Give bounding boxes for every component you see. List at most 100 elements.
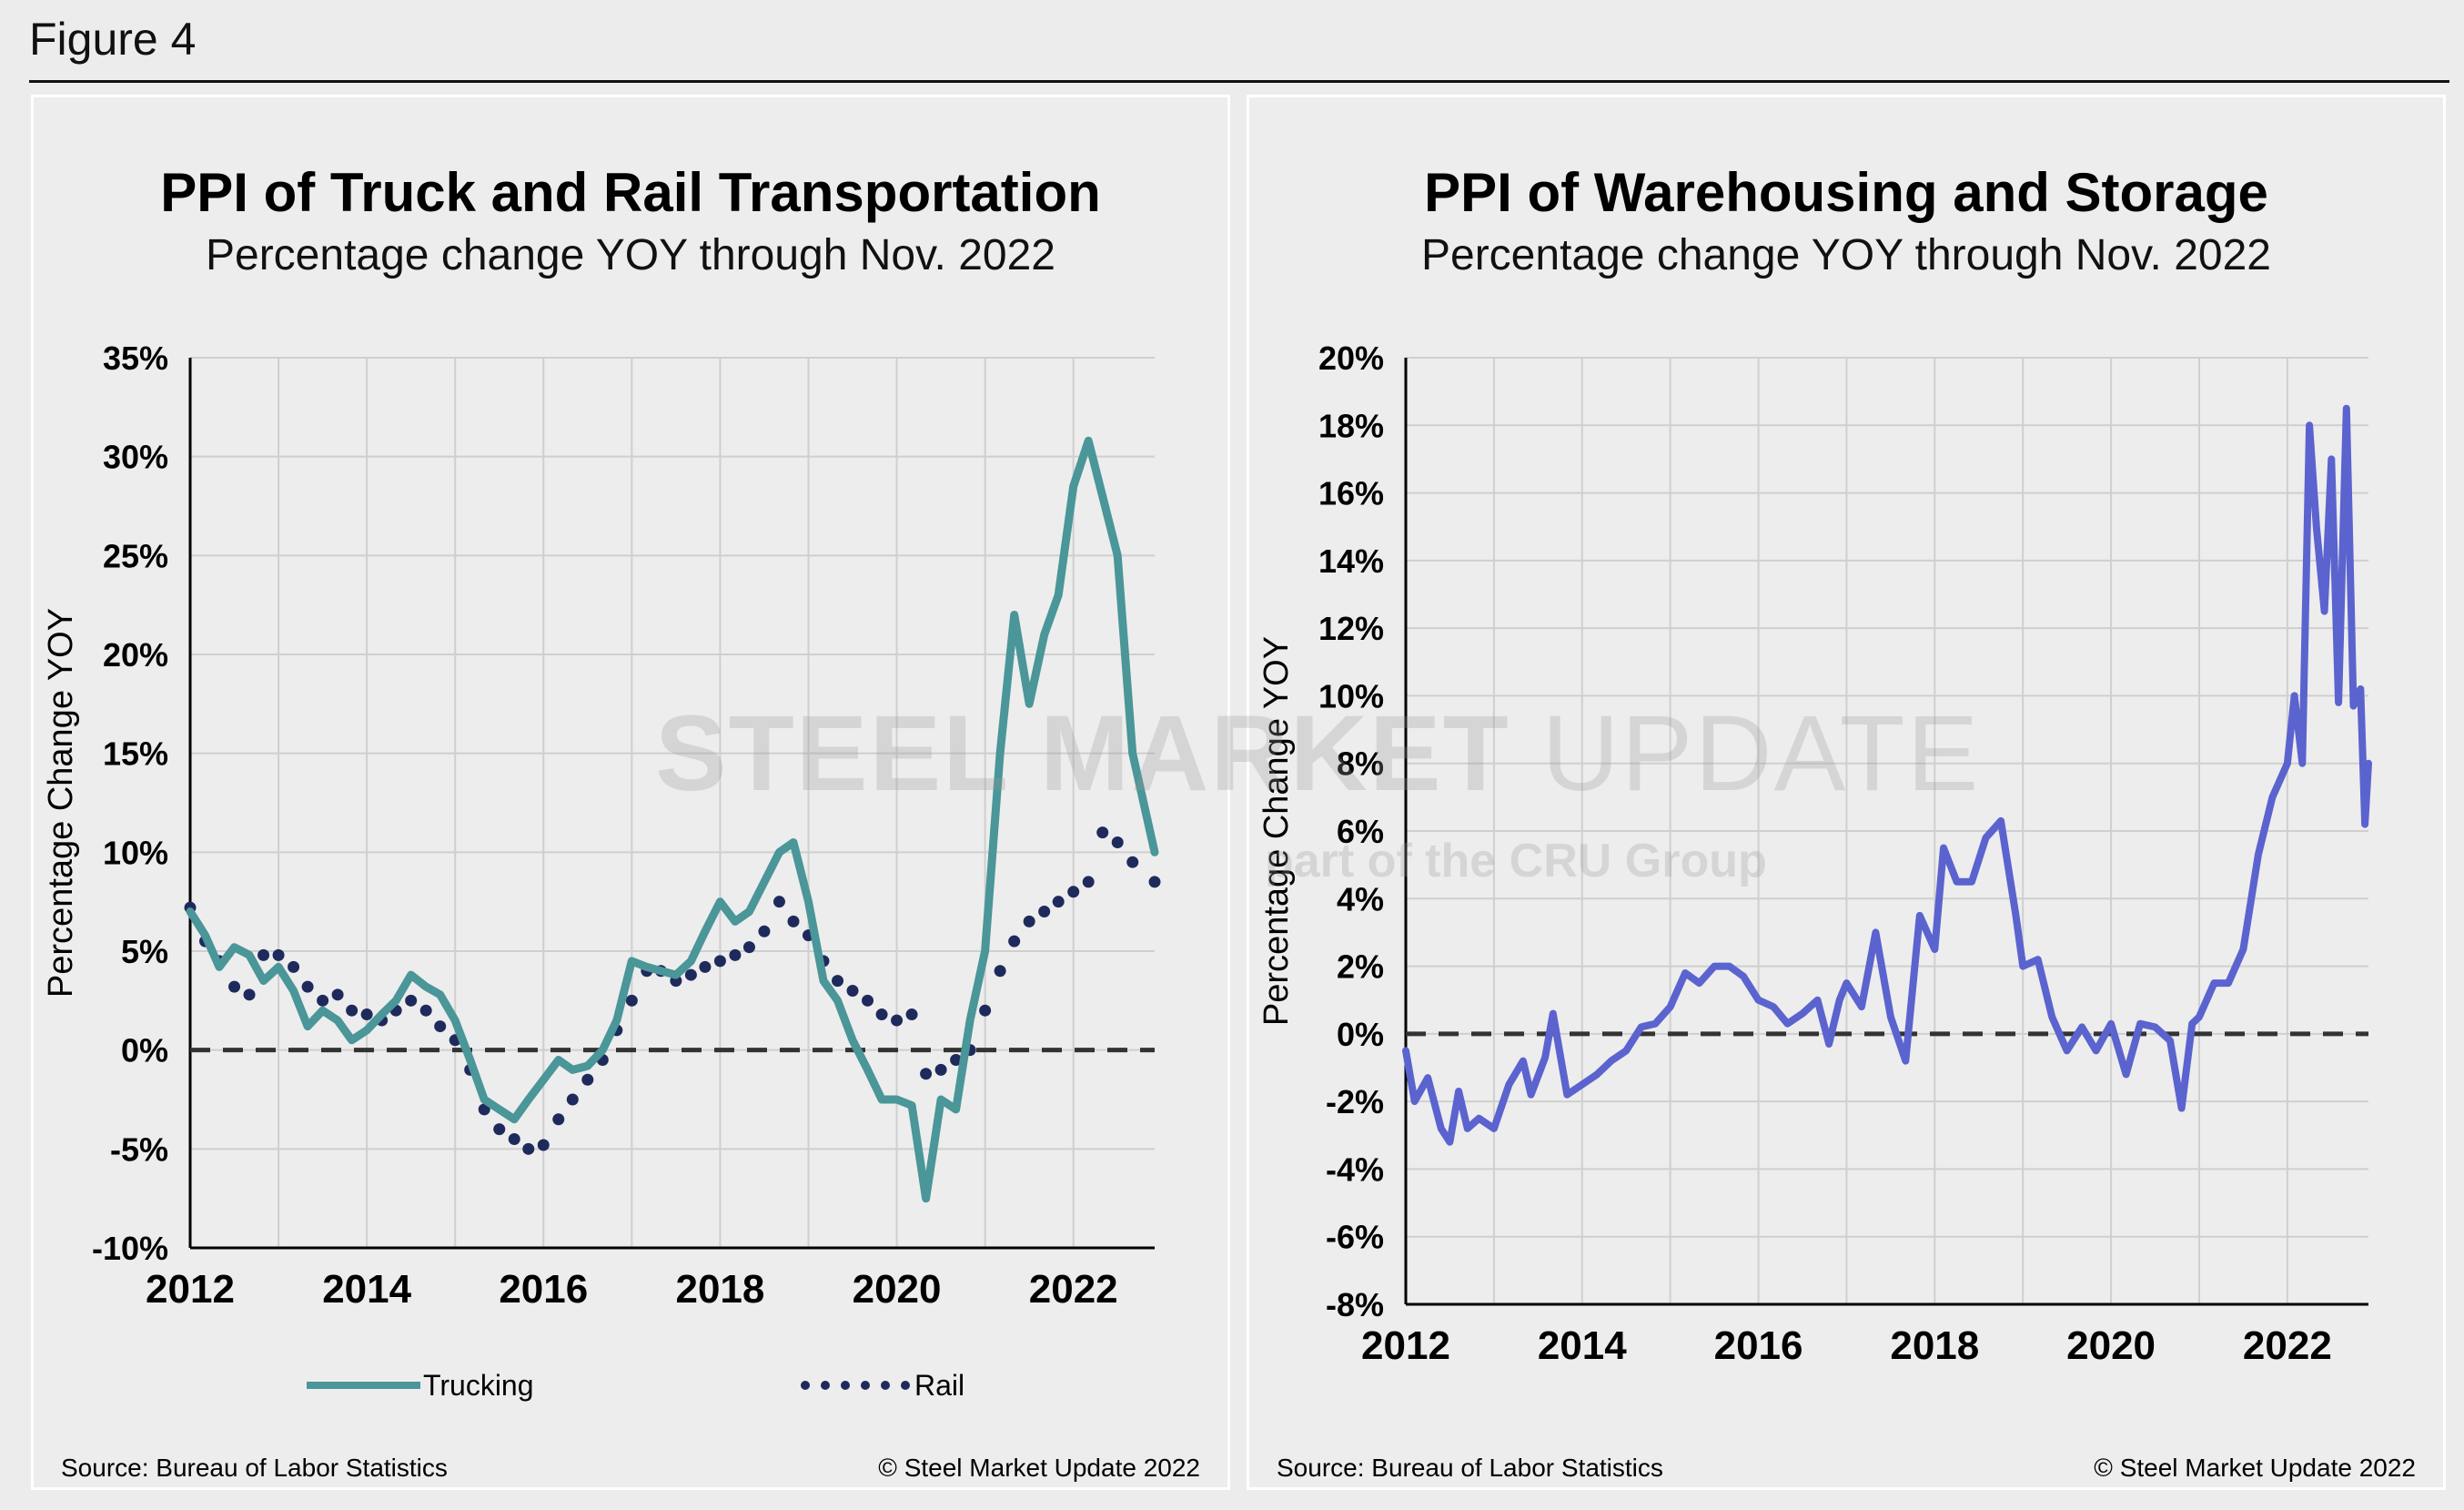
rail-point [832,975,844,988]
rail-point [272,948,285,961]
y-tick-label: -2% [1326,1083,1384,1120]
y-tick-label: -8% [1326,1286,1384,1323]
rail-point [346,1004,358,1017]
legend-label-rail: Rail [914,1369,965,1402]
rail-point [493,1123,506,1136]
rail-point [1111,836,1124,848]
source-note: Source: Bureau of Labor Statistics [1277,1454,1663,1482]
x-tick-label: 2012 [146,1267,235,1312]
rail-point [419,1004,432,1017]
rail-point [699,960,712,973]
rail-point [846,984,859,997]
rail-point [1082,876,1095,888]
rail-point [862,994,874,1007]
chart-title: PPI of Truck and Rail Transportation [160,162,1101,223]
y-tick-label: 30% [103,439,168,476]
y-tick-label: 18% [1318,407,1384,444]
x-tick-label: 2016 [1714,1323,1803,1368]
chart-panel-truck-rail: PPI of Truck and Rail Transportation Per… [31,95,1230,1490]
y-tick-label: 0% [1337,1016,1384,1053]
rail-point [478,1103,490,1116]
rail-point [625,994,638,1007]
rail-point [331,988,344,1001]
x-tick-label: 2014 [1538,1323,1627,1368]
truck-rail-chart-svg: 35% 30% 25% 20% 15% 10% 5% 0% -5% -10%2012 2014 201… [42,339,1161,1312]
rail-point [434,1020,447,1033]
rail-point [317,994,329,1007]
chart-title: PPI of Warehousing and Storage [1424,162,2268,223]
rail-point [1096,826,1109,839]
rail-point [1067,886,1080,898]
y-tick-label: 12% [1318,610,1384,647]
figure-label: Figure 4 [29,14,197,65]
x-tick-label: 2018 [1890,1323,1979,1368]
y-tick-label: 6% [1337,813,1384,850]
rail-point [1023,915,1035,927]
rail-point [1038,906,1051,918]
rail-point [758,925,771,937]
rail-point [950,1054,963,1067]
x-tick-label: 2018 [675,1267,764,1312]
title-rule [29,80,2449,83]
rail-point [787,915,800,927]
y-tick-label: 4% [1337,880,1384,917]
rail-point [684,968,697,981]
rail-point [920,1068,933,1080]
y-tick-label: -10% [92,1230,168,1267]
rail-point [243,988,256,1001]
x-tick-label: 2012 [1361,1323,1450,1368]
rail-point [1126,856,1139,868]
rail-point [508,1132,520,1145]
x-tick-label: 2022 [2243,1323,2332,1368]
rail-point [566,1093,579,1106]
y-tick-label: -6% [1326,1219,1384,1256]
rail-point [994,965,1006,978]
rail-point [522,1142,535,1155]
legend-label-trucking: Trucking [423,1369,534,1402]
copyright-note: © Steel Market Update 2022 [2094,1454,2416,1482]
chart-subtitle: Percentage change YOY through Nov. 2022 [1420,231,2271,279]
y-tick-label: 25% [103,537,168,574]
rail-point [552,1113,565,1126]
rail-point [891,1014,904,1027]
y-tick-label: 14% [1318,542,1384,580]
y-tick-label: 10% [103,834,168,871]
y-tick-label: 5% [121,933,168,970]
rail-point [1148,876,1161,888]
x-tick-label: 2020 [853,1267,942,1312]
x-tick-label: 2016 [499,1267,588,1312]
rail-point [1008,935,1021,948]
x-tick-label: 2014 [322,1267,411,1312]
rail-point [742,941,755,954]
source-note: Source: Bureau of Labor Statistics [61,1454,448,1482]
x-tick-label: 2022 [1029,1267,1118,1312]
y-tick-label: 8% [1337,745,1384,783]
rail-point [729,948,742,961]
y-tick-label: 0% [121,1032,168,1069]
y-axis-label: Percentage Change YOY [1257,636,1296,1026]
warehousing-line [1402,404,2372,1146]
legend-swatch-trucking [307,1382,420,1389]
trucking-line [186,436,1159,1203]
rail-point [713,955,726,968]
rail-point [228,980,241,993]
rail-point [405,994,418,1007]
y-tick-label: -4% [1326,1150,1384,1188]
y-tick-label: 10% [1318,677,1384,714]
rail-point [258,948,270,961]
rail-point [773,896,785,908]
rail-point [360,1008,373,1021]
x-tick-label: 2020 [2066,1323,2156,1368]
legend-item-rail: Rail [800,1367,1000,1404]
rail-point [288,960,300,973]
y-tick-label: 20% [103,636,168,674]
y-tick-label: 20% [1318,339,1384,377]
warehousing-chart-svg: 20% 18% 16% 14% 12% 10% 8% 6% 4% 2% 0% -2% -4% -6% -8%… [1257,339,2372,1368]
y-tick-label: -5% [110,1130,168,1168]
chart-panel-warehousing: PPI of Warehousing and Storage Percentag… [1247,95,2446,1490]
rail-point [905,1008,918,1021]
chart-subtitle: Percentage change YOY through Nov. 2022 [205,231,1055,279]
y-tick-label: 2% [1337,948,1384,986]
rail-point [979,1004,992,1017]
y-tick-label: 15% [103,735,168,773]
